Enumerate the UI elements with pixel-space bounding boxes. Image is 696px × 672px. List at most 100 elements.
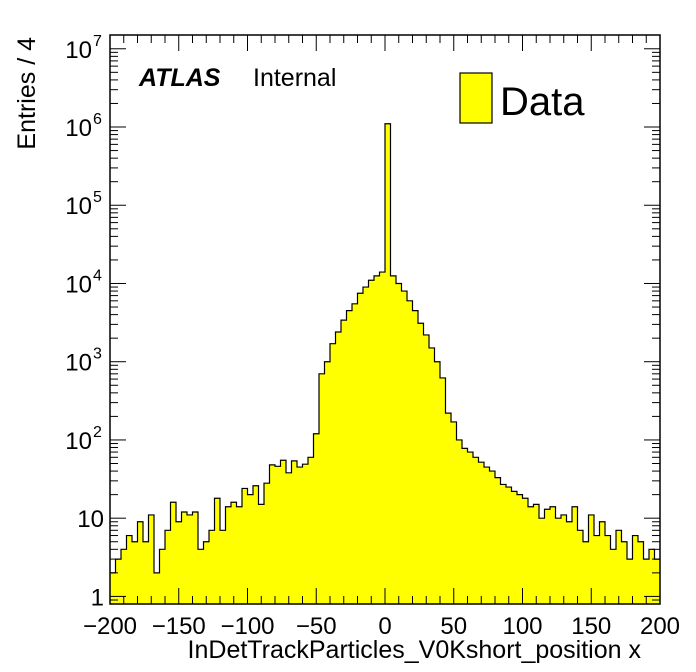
histogram-bin (110, 572, 116, 604)
histogram-bin (511, 491, 518, 604)
histogram-bin (390, 275, 397, 604)
x-axis-ticks (109, 35, 661, 604)
histogram-bin (181, 511, 188, 604)
histogram-bin (203, 541, 210, 604)
y-tick-label-exponent: 7 (93, 33, 102, 50)
histogram-bin (456, 439, 463, 604)
y-tick-label-exponent: 6 (93, 111, 102, 128)
histogram-bin (434, 361, 441, 604)
histogram-bin (440, 377, 446, 604)
x-tick-label: 100 (502, 613, 542, 640)
histogram-bin (176, 521, 182, 604)
histogram-bin (159, 549, 166, 604)
histogram-bin (368, 280, 375, 604)
histogram-bin (198, 549, 204, 604)
y-tick-label-exponent: 3 (93, 346, 102, 363)
histogram-bin (253, 485, 259, 604)
histogram-bin (148, 514, 155, 604)
histogram-bin (225, 506, 232, 604)
histogram-bin (478, 462, 485, 604)
histogram-bin (264, 483, 270, 604)
histogram-bin (214, 498, 221, 604)
x-axis-title: InDetTrackParticles_V0Kshort_position x (188, 636, 642, 664)
histogram-bin (165, 530, 171, 604)
histogram-bin (258, 504, 265, 604)
histogram-bin (495, 477, 501, 604)
histogram-bin (126, 535, 133, 604)
histogram-bin (220, 530, 226, 604)
y-tick-label: 1 (91, 584, 104, 611)
histogram-bin (291, 460, 298, 604)
histogram-bin (539, 518, 545, 604)
histogram-bin (638, 541, 644, 604)
histogram-bars (110, 123, 661, 604)
y-tick-label-base: 10 (65, 37, 92, 64)
histogram-bin (616, 530, 622, 604)
y-tick-label-exponent: 4 (93, 267, 102, 284)
histogram-bin (269, 464, 276, 604)
histogram-bin (286, 472, 292, 604)
histogram-bin (324, 361, 331, 604)
histogram-bin (385, 123, 391, 604)
histogram-bin (357, 293, 364, 604)
histogram-bin (396, 283, 402, 604)
histogram-bin (423, 334, 430, 604)
histogram-bin (462, 448, 468, 604)
histogram-bin (209, 530, 215, 604)
histogram-bin (528, 506, 534, 604)
x-tick-label: 200 (640, 613, 680, 640)
histogram-bin (170, 502, 177, 604)
histogram-bin (346, 310, 353, 604)
histogram-bin (467, 452, 474, 604)
y-tick-label-base: 10 (77, 506, 104, 533)
histogram-bin (632, 535, 639, 604)
y-tick-label: 10 7 (65, 33, 102, 64)
histogram-bin (577, 530, 584, 604)
y-tick-label-base: 10 (65, 350, 92, 377)
x-tick-label: −200 (83, 613, 137, 640)
histogram-bin (533, 504, 540, 604)
histogram-bin (302, 464, 309, 604)
histogram-bin (517, 494, 523, 604)
histogram-bin (445, 413, 452, 604)
histogram-bin (242, 488, 248, 604)
histogram-bin (374, 275, 380, 604)
histogram-bin (280, 460, 287, 604)
histogram-bin (313, 433, 320, 604)
histogram-bin (132, 541, 138, 604)
histogram-bin (561, 514, 567, 604)
y-tick-label: 10 6 (65, 111, 102, 142)
histogram-bin (154, 572, 160, 604)
histogram-bin (583, 541, 589, 604)
y-tick-label-base: 1 (91, 584, 104, 611)
legend: Data (459, 72, 585, 124)
histogram-bin (555, 518, 562, 604)
histogram-bin (297, 467, 303, 604)
histogram-bin (275, 466, 281, 604)
histogram-bin (473, 457, 479, 604)
histogram-bin (401, 291, 408, 604)
histogram-bin (506, 487, 512, 604)
histogram-bin (572, 506, 578, 604)
histogram-bin (610, 549, 617, 604)
x-tick-label: −50 (296, 613, 337, 640)
y-tick-label-base: 10 (65, 115, 92, 142)
y-tick-label: 10 (77, 506, 104, 533)
x-tick-label: −100 (220, 613, 274, 640)
y-tick-label: 10 2 (65, 424, 102, 455)
y-tick-label-exponent: 2 (93, 424, 102, 441)
histogram-bin (594, 535, 600, 604)
legend-label-data: Data (500, 80, 585, 124)
histogram-bin (522, 498, 529, 604)
y-axis-ticks (110, 48, 660, 605)
histogram-bin (544, 509, 551, 604)
histogram-bin (341, 320, 347, 604)
x-tick-label: 50 (440, 613, 467, 640)
histogram-bin (247, 494, 254, 604)
histogram-bin (236, 506, 243, 604)
atlas-experiment-label: ATLAS (138, 64, 221, 92)
x-tick-label: 0 (378, 613, 391, 640)
histogram-bin (484, 467, 490, 604)
atlas-status-label: Internal (253, 64, 336, 92)
histogram-bin (643, 559, 650, 604)
